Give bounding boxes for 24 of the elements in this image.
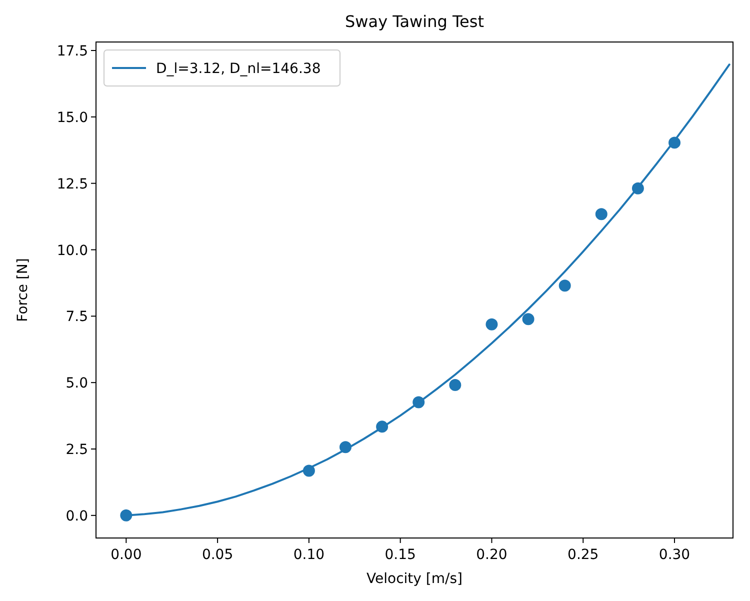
y-axis-title: Force [N]: [15, 258, 31, 322]
y-tick-label: 12.5: [56, 176, 88, 192]
x-tick-label: 0.25: [568, 547, 599, 563]
legend-label: D_l=3.12, D_nl=146.38: [156, 61, 321, 77]
x-tick-label: 0.00: [110, 547, 142, 563]
y-tick-label: 2.5: [66, 442, 88, 458]
point: [449, 378, 462, 391]
chart-title: Sway Tawing Test: [345, 12, 484, 31]
point: [486, 318, 498, 330]
x-tick-label: 0.20: [476, 547, 508, 563]
y-tick-label: 17.5: [56, 44, 88, 60]
y-tick-label: 10.0: [56, 242, 88, 259]
point: [595, 208, 608, 220]
point: [522, 313, 534, 326]
x-tick-label: 0.10: [293, 547, 325, 563]
x-tick-label: 0.30: [658, 547, 690, 563]
point: [558, 280, 571, 292]
y-tick-label: 7.5: [66, 309, 88, 326]
x-axis-title: Velocity [m/s]: [366, 571, 462, 587]
y-tick-label: 0.0: [66, 508, 88, 524]
x-tick-label: 0.15: [384, 547, 416, 563]
x-tick-label: 0.05: [202, 547, 234, 563]
y-tick-label: 15.0: [56, 110, 88, 126]
y-tick-label: 5.0: [66, 376, 88, 392]
